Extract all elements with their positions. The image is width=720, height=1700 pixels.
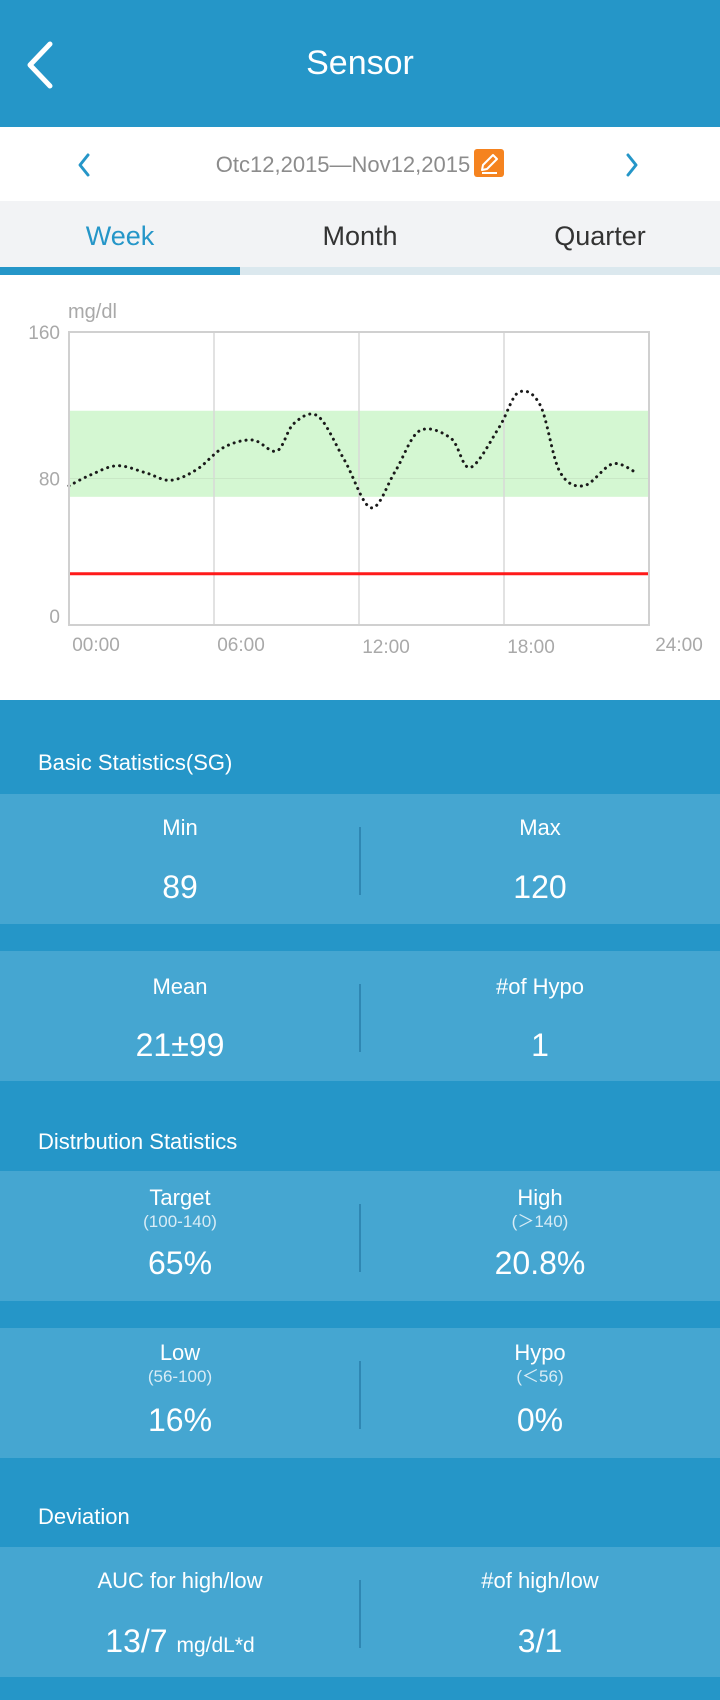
y-tick-label: 160 bbox=[28, 323, 60, 344]
page-title: Sensor bbox=[306, 44, 414, 82]
max-label: Max bbox=[519, 815, 561, 840]
mean-label: Mean bbox=[152, 974, 208, 999]
tab-week[interactable]: Week bbox=[85, 221, 155, 251]
target-value: 65% bbox=[147, 1245, 213, 1281]
high-low-count-stat: #of high/low 3/1 bbox=[360, 1547, 720, 1677]
tab-track bbox=[0, 267, 720, 275]
max-value: 120 bbox=[513, 869, 567, 905]
target-label: Target bbox=[149, 1185, 211, 1210]
plot-frame bbox=[68, 331, 650, 626]
max-stat: Max 120 bbox=[360, 794, 720, 924]
mean-hypo-card: Mean 21±99 #of Hypo 1 bbox=[0, 951, 720, 1081]
min-value: 89 bbox=[162, 869, 198, 905]
high-stat: High (＞140) 20.8% bbox=[360, 1171, 720, 1301]
high-range: (＞140) bbox=[511, 1212, 569, 1231]
chevron-left-icon bbox=[27, 41, 53, 89]
x-tick-label: 00:00 bbox=[72, 635, 120, 656]
low-label: Low bbox=[159, 1340, 201, 1365]
card-divider bbox=[359, 1204, 361, 1272]
mean-value: 21±99 bbox=[135, 1027, 225, 1063]
date-range-bar: Otc12,2015—Nov12,2015 bbox=[0, 127, 720, 201]
hypo-count-value: 1 bbox=[531, 1027, 549, 1063]
tab-month[interactable]: Month bbox=[322, 221, 398, 251]
previous-period-button[interactable] bbox=[64, 145, 104, 185]
hypo-label: Hypo bbox=[514, 1340, 566, 1365]
min-label: Min bbox=[162, 815, 198, 840]
app-header: Sensor bbox=[0, 0, 720, 127]
min-max-card: Min 89 Max 120 bbox=[0, 794, 720, 924]
pencil-glyph bbox=[481, 154, 499, 174]
auc-label: AUC for high/low bbox=[97, 1568, 263, 1593]
mean-stat: Mean 21±99 bbox=[0, 951, 360, 1081]
x-tick-label: 06:00 bbox=[217, 635, 265, 656]
hypo-value: 0% bbox=[516, 1402, 564, 1438]
bottom-band bbox=[0, 1677, 720, 1700]
y-tick-label: 80 bbox=[39, 470, 60, 491]
x-tick-label: 18:00 bbox=[507, 637, 555, 658]
high-low-count-label: #of high/low bbox=[481, 1568, 599, 1593]
date-range-text: Otc12,2015—Nov12,2015 bbox=[215, 152, 471, 177]
high-low-count-value: 3/1 bbox=[517, 1623, 563, 1659]
auc-value: 13/7 bbox=[105, 1623, 168, 1659]
chevron-left-icon bbox=[78, 153, 90, 177]
next-period-button[interactable] bbox=[612, 145, 652, 185]
x-tick-label: 12:00 bbox=[362, 637, 410, 658]
target-high-card: Target (100-140) 65% High (＞140) 20.8% bbox=[0, 1171, 720, 1301]
deviation-title: Deviation bbox=[38, 1504, 130, 1529]
target-stat: Target (100-140) 65% bbox=[0, 1171, 360, 1301]
y-tick-label: 0 bbox=[49, 607, 60, 628]
auc-value-line: 13/7 mg/dL*d bbox=[0, 1621, 360, 1666]
active-tab-indicator bbox=[0, 267, 240, 275]
glucose-chart: mg/dl 160 80 0 00:00 06:00 12:00 18:00 24:00 bbox=[0, 275, 720, 700]
date-range: Otc12,2015—Nov12,2015 bbox=[0, 149, 720, 180]
period-tabs: Week Month Quarter bbox=[0, 201, 720, 275]
auc-unit: mg/dL*d bbox=[176, 1634, 255, 1657]
basic-statistics-title: Basic Statistics(SG) bbox=[38, 750, 233, 775]
edit-icon[interactable] bbox=[474, 149, 505, 177]
high-label: High bbox=[517, 1185, 563, 1210]
y-axis-label: mg/dl bbox=[68, 301, 117, 323]
low-range: (56-100) bbox=[147, 1367, 213, 1386]
deviation-card: AUC for high/low 13/7 mg/dL*d #of high/l… bbox=[0, 1547, 720, 1677]
back-button[interactable] bbox=[22, 38, 62, 92]
card-divider bbox=[359, 1580, 361, 1648]
card-divider bbox=[359, 984, 361, 1052]
low-hypo-card: Low (56-100) 16% Hypo (＜56) 0% bbox=[0, 1328, 720, 1458]
auc-stat: AUC for high/low 13/7 mg/dL*d bbox=[0, 1547, 360, 1677]
target-range: (100-140) bbox=[143, 1212, 217, 1231]
tab-quarter[interactable]: Quarter bbox=[554, 221, 646, 251]
distribution-statistics-title: Distrbution Statistics bbox=[38, 1129, 238, 1154]
low-stat: Low (56-100) 16% bbox=[0, 1328, 360, 1458]
card-divider bbox=[359, 1361, 361, 1429]
high-value: 20.8% bbox=[494, 1245, 586, 1281]
low-value: 16% bbox=[147, 1402, 213, 1438]
hypo-count-stat: #of Hypo 1 bbox=[360, 951, 720, 1081]
hypo-count-label: #of Hypo bbox=[495, 974, 585, 999]
chevron-right-icon bbox=[626, 153, 638, 177]
card-divider bbox=[359, 827, 361, 895]
chart-svg: mg/dl 160 80 0 00:00 06:00 12:00 18:00 24:00 bbox=[28, 301, 703, 658]
min-stat: Min 89 bbox=[0, 794, 360, 924]
hypo-range: (＜56) bbox=[516, 1367, 564, 1386]
hypo-stat: Hypo (＜56) 0% bbox=[360, 1328, 720, 1458]
x-tick-label: 24:00 bbox=[655, 635, 703, 656]
